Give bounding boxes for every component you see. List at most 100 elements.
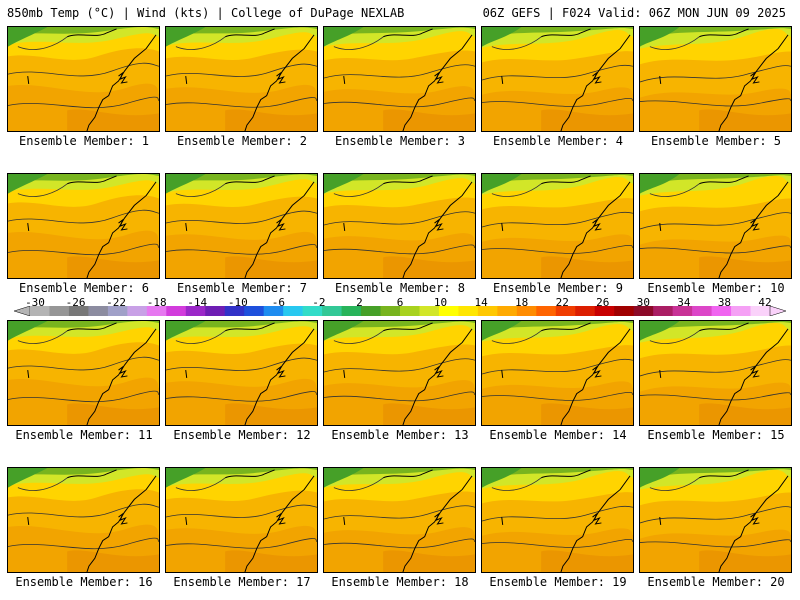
temperature-map xyxy=(166,174,317,278)
ensemble-member-label: Ensemble Member: 8 xyxy=(334,281,466,295)
ensemble-map-panel xyxy=(639,26,792,132)
colorbar-scale xyxy=(13,306,787,316)
colorbar-tick-label: -2 xyxy=(312,296,326,309)
colorbar-tick-label: -14 xyxy=(187,296,208,309)
temperature-map xyxy=(324,174,475,278)
ensemble-member-label: Ensemble Member: 10 xyxy=(647,281,785,295)
ensemble-member-label: Ensemble Member: 11 xyxy=(15,428,153,442)
temperature-map xyxy=(166,321,317,425)
colorbar-arrow-left xyxy=(13,306,31,316)
colorbar-segment xyxy=(594,306,615,316)
colorbar-tick-label: -10 xyxy=(227,296,248,309)
ensemble-member-label: Ensemble Member: 14 xyxy=(489,428,627,442)
colorbar-segment xyxy=(224,306,245,316)
colorbar-segment xyxy=(516,306,537,316)
colorbar-segment xyxy=(127,306,148,316)
temperature-map xyxy=(166,27,317,131)
temperature-map xyxy=(8,321,159,425)
ensemble-member-label: Ensemble Member: 12 xyxy=(173,428,311,442)
temperature-map xyxy=(8,468,159,572)
ensemble-map-panel xyxy=(165,26,318,132)
ensemble-member-label: Ensemble Member: 2 xyxy=(176,134,308,148)
ensemble-map-panel xyxy=(7,173,160,279)
colorbar-segment xyxy=(341,306,362,316)
ensemble-member-label: Ensemble Member: 9 xyxy=(492,281,624,295)
header-valid-time: 06Z GEFS | F024 Valid: 06Z MON JUN 09 20… xyxy=(482,6,786,20)
colorbar-segment xyxy=(30,306,50,316)
colorbar-tick-label: -26 xyxy=(65,296,86,309)
colorbar-segment xyxy=(614,306,635,316)
ensemble-map-panel xyxy=(165,320,318,426)
colorbar-segment xyxy=(536,306,557,316)
ensemble-map-panel xyxy=(639,320,792,426)
ensemble-map-panel xyxy=(165,467,318,573)
colorbar-segment xyxy=(477,306,498,316)
colorbar-tick-label: -22 xyxy=(106,296,127,309)
ensemble-map-panel xyxy=(323,173,476,279)
ensemble-map-panel xyxy=(323,467,476,573)
colorbar-segment xyxy=(497,306,518,316)
header-title: 850mb Temp (°C) | Wind (kts) | College o… xyxy=(7,6,405,20)
ensemble-map-panel xyxy=(481,26,634,132)
colorbar-segment xyxy=(633,306,654,316)
ensemble-member-label: Ensemble Member: 5 xyxy=(650,134,782,148)
temperature-map xyxy=(482,468,633,572)
colorbar-segment xyxy=(49,306,70,316)
colorbar-segment xyxy=(750,306,771,316)
colorbar-segment xyxy=(653,306,674,316)
colorbar-segment xyxy=(244,306,265,316)
ensemble-member-label: Ensemble Member: 6 xyxy=(18,281,150,295)
ensemble-map-panel xyxy=(7,320,160,426)
ensemble-map-panel xyxy=(639,467,792,573)
colorbar-arrow-right xyxy=(769,306,787,316)
colorbar-segment xyxy=(419,306,440,316)
colorbar-tick-label: 22 xyxy=(555,296,569,309)
colorbar-tick-label: 10 xyxy=(433,296,448,309)
temperature-map xyxy=(640,321,791,425)
ensemble-member-label: Ensemble Member: 20 xyxy=(647,575,785,589)
colorbar-tick-label: 34 xyxy=(677,296,691,309)
ensemble-member-label: Ensemble Member: 18 xyxy=(331,575,469,589)
colorbar-tick-label: 18 xyxy=(515,296,529,309)
colorbar-segment xyxy=(107,306,128,316)
ensemble-map-panel xyxy=(481,467,634,573)
ensemble-map-panel xyxy=(7,26,160,132)
ensemble-member-label: Ensemble Member: 16 xyxy=(15,575,153,589)
colorbar-tick-label: -6 xyxy=(271,296,285,309)
colorbar-segment xyxy=(322,306,343,316)
colorbar-segment xyxy=(555,306,576,316)
colorbar-tick-label: 30 xyxy=(636,296,650,309)
ensemble-map-panel xyxy=(639,173,792,279)
colorbar-segment xyxy=(692,306,713,316)
ensemble-map-panel xyxy=(7,467,160,573)
temperature-map xyxy=(324,321,475,425)
ensemble-member-label: Ensemble Member: 13 xyxy=(331,428,469,442)
ensemble-member-label: Ensemble Member: 19 xyxy=(489,575,627,589)
temperature-map xyxy=(640,468,791,572)
ensemble-map-panel xyxy=(481,173,634,279)
colorbar-segment xyxy=(302,306,323,316)
colorbar-tick-label: 26 xyxy=(596,296,610,309)
colorbar-segment xyxy=(438,306,459,316)
ensemble-map-panel xyxy=(323,26,476,132)
colorbar-segment xyxy=(711,306,732,316)
ensemble-member-label: Ensemble Member: 15 xyxy=(647,428,785,442)
colorbar-segment xyxy=(88,306,109,316)
colorbar-tick-label: 38 xyxy=(717,296,732,309)
temperature-map xyxy=(324,468,475,572)
temperature-map xyxy=(482,321,633,425)
temperature-map xyxy=(482,174,633,278)
temperature-map xyxy=(640,174,791,278)
ensemble-member-label: Ensemble Member: 4 xyxy=(492,134,624,148)
ensemble-member-label: Ensemble Member: 17 xyxy=(173,575,311,589)
ensemble-map-panel xyxy=(165,173,318,279)
colorbar-segment xyxy=(263,306,284,316)
temperature-colorbar: -30 -26 -22 -18 -14 -10 -6 -2 2 6 10 14 18 22 26 30 34 38… xyxy=(0,296,800,318)
colorbar-segment xyxy=(400,306,420,316)
colorbar-segment xyxy=(205,306,226,316)
colorbar-segment xyxy=(361,306,382,316)
colorbar-segment xyxy=(731,306,752,316)
ensemble-map-panel xyxy=(323,320,476,426)
ensemble-member-label: Ensemble Member: 7 xyxy=(176,281,308,295)
colorbar-tick-label: 14 xyxy=(474,296,488,309)
